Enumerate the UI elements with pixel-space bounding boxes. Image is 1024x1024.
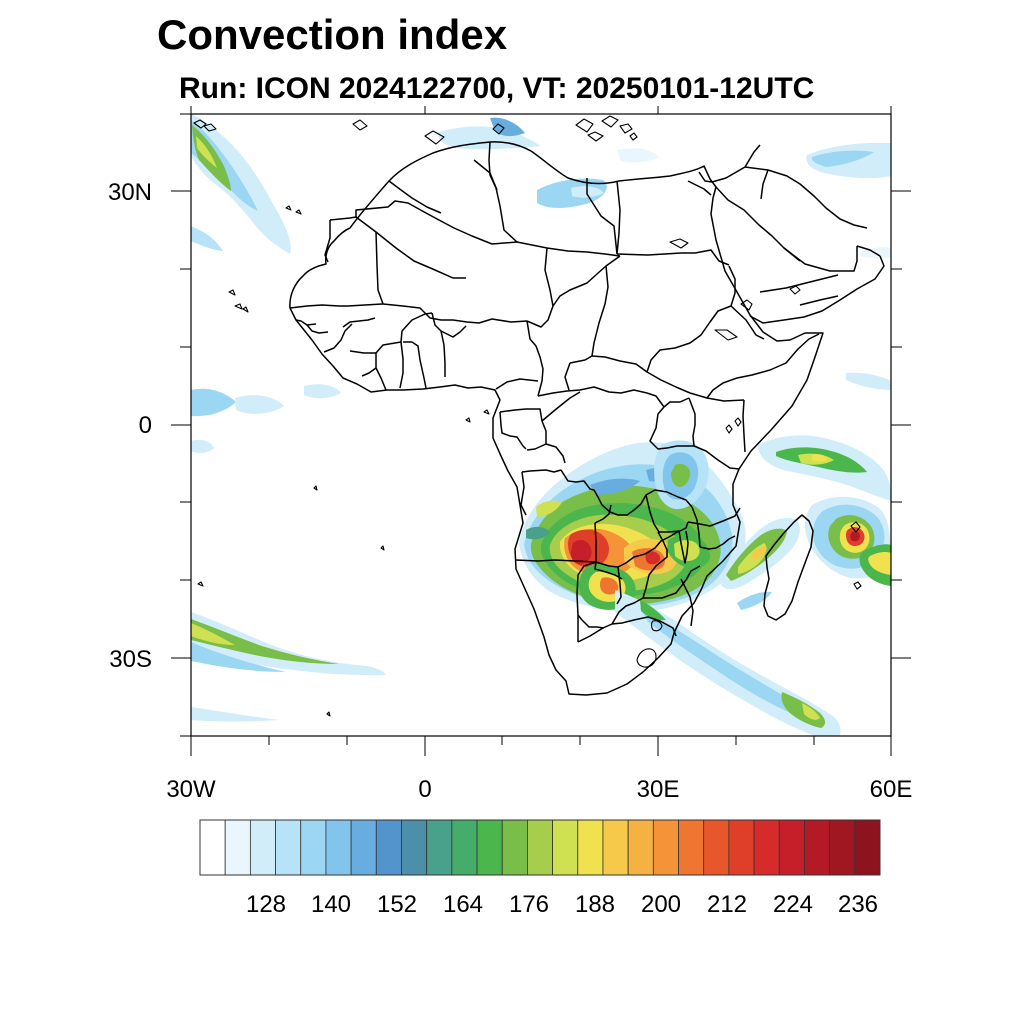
- colorbar-cell: [602, 819, 629, 876]
- colorbar-cell: [728, 819, 755, 876]
- mediterranean-convection: [437, 117, 659, 208]
- colorbar-cell: [224, 819, 251, 876]
- y-axis-label-0: 0: [139, 412, 152, 439]
- colorbar-label-188: 188: [575, 891, 615, 918]
- colorbar-cell: [249, 819, 276, 876]
- colorbar-cell: [401, 819, 428, 876]
- colorbar-cell: [501, 819, 528, 876]
- colorbar-cell: [652, 819, 679, 876]
- colorbar: [199, 819, 881, 876]
- colorbar-cell: [753, 819, 780, 876]
- colorbar-cell: [325, 819, 352, 876]
- colorbar-cell: [703, 819, 730, 876]
- colorbar-cell: [577, 819, 604, 876]
- colorbar-label-176: 176: [509, 891, 549, 918]
- map-ticks: [171, 106, 911, 756]
- indian-ocean-cyclone-convection: [758, 435, 891, 586]
- north-atlantic-convection: [191, 114, 291, 254]
- south-atlantic-convection: [191, 612, 386, 722]
- colorbar-cell: [829, 819, 856, 876]
- colorbar-label-152: 152: [377, 891, 417, 918]
- colorbar-cell: [300, 819, 327, 876]
- colorbar-label-128: 128: [246, 891, 286, 918]
- colorbar-cell: [854, 819, 881, 876]
- map-background: [191, 114, 891, 736]
- colorbar-cell: [350, 819, 377, 876]
- colorbar-cell: [778, 819, 805, 876]
- colorbar-label-224: 224: [773, 891, 813, 918]
- y-axis-label-30n: 30N: [108, 179, 152, 206]
- x-axis-label-60e: 60E: [870, 776, 913, 803]
- y-axis-label-30s: 30S: [109, 646, 152, 673]
- colorbar-cell: [627, 819, 654, 876]
- colorbar-frame: [199, 819, 881, 876]
- axis-labels: 30N 0 30S 30W 0 30E 60E: [108, 179, 912, 803]
- colorbar-cell: [678, 819, 705, 876]
- colorbar-cell: [804, 819, 831, 876]
- x-axis-label-30w: 30W: [166, 776, 216, 803]
- colorbar-cell: [476, 819, 503, 876]
- colorbar-label-164: 164: [443, 891, 483, 918]
- madagascar-channel-convection: [719, 517, 800, 610]
- map-panel: [171, 106, 911, 756]
- colorbar-labels: 128 140 152 164 176 188 200 212 224 236: [246, 891, 878, 918]
- country-borders: [193, 115, 885, 717]
- page-title: Convection index: [157, 11, 508, 58]
- colorbar-label-200: 200: [641, 891, 681, 918]
- colorbar-cell: [426, 819, 453, 876]
- colorbar-label-212: 212: [707, 891, 747, 918]
- colorbar-label-140: 140: [311, 891, 351, 918]
- colorbar-cell: [451, 819, 478, 876]
- colorbar-label-236: 236: [838, 891, 878, 918]
- west-african-ocean-convection: [191, 384, 341, 453]
- colorbar-cell: [375, 819, 402, 876]
- colorbar-cell: [199, 819, 226, 876]
- x-axis-label-0: 0: [418, 776, 431, 803]
- colorbar-cell: [527, 819, 553, 876]
- colorbar-cell: [275, 819, 302, 876]
- x-axis-label-30e: 30E: [637, 776, 680, 803]
- run-subtitle: Run: ICON 2024122700, VT: 20250101-12UTC: [179, 72, 815, 105]
- colorbar-cell: [552, 819, 579, 876]
